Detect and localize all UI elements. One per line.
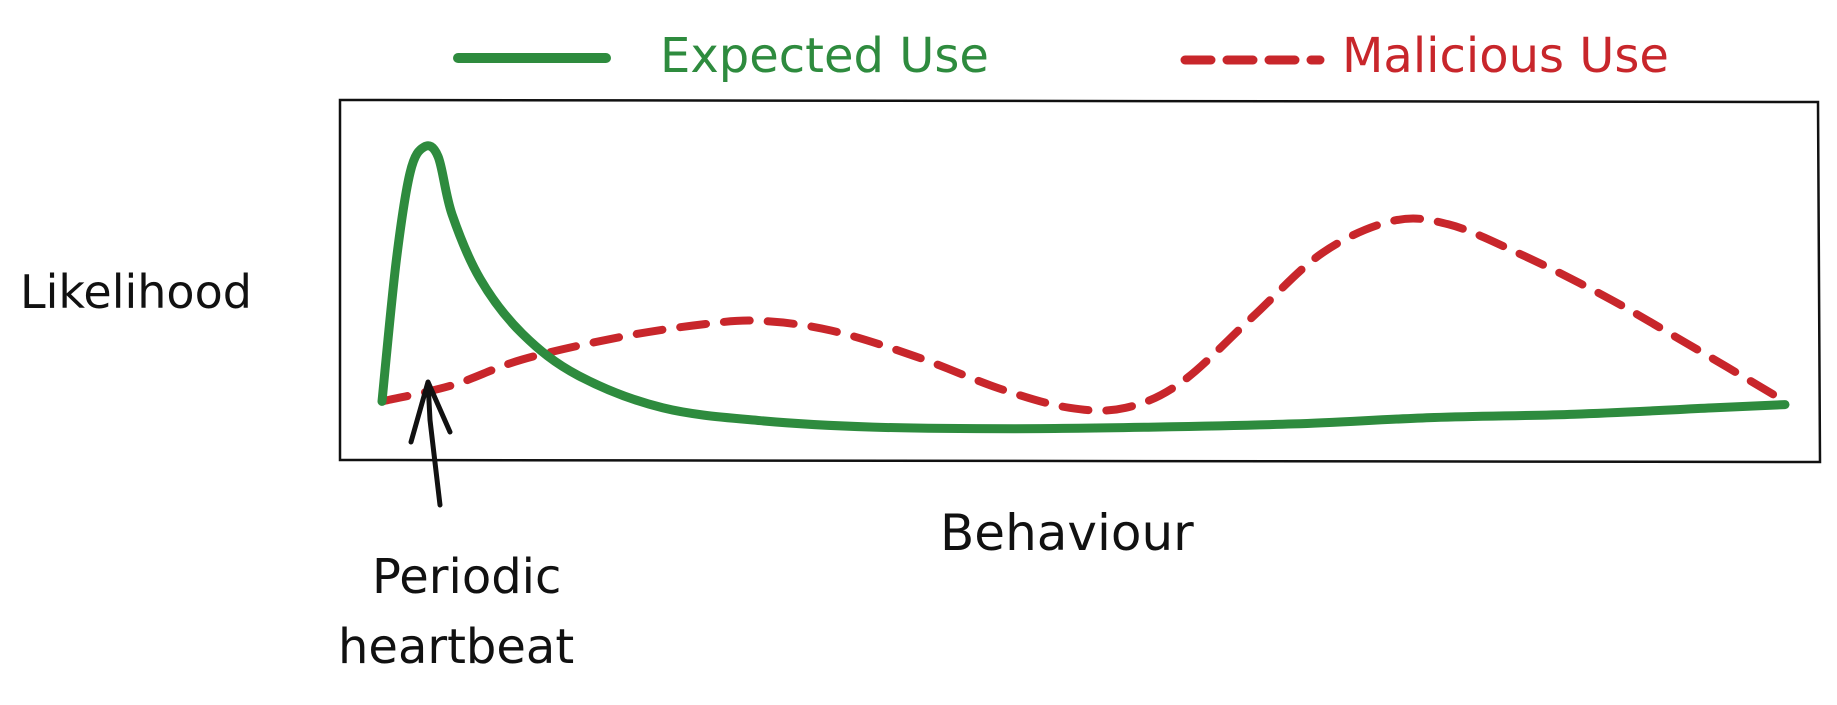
annotation-heartbeat: Periodic heartbeat	[338, 379, 574, 675]
series-line-expected	[377, 141, 1790, 434]
y-axis-label: Likelihood	[20, 265, 252, 319]
x-axis-label: Behaviour	[940, 504, 1194, 562]
legend: Expected Use Malicious Use	[453, 28, 1669, 84]
legend-label-expected: Expected Use	[660, 28, 989, 84]
legend-label-malicious: Malicious Use	[1342, 28, 1669, 84]
annotation-label-line1: Periodic	[372, 549, 561, 605]
series-layer	[377, 141, 1790, 434]
annotation-label-line2: heartbeat	[338, 619, 574, 675]
annotation-arrow	[408, 379, 453, 508]
series-line-malicious	[378, 214, 1789, 415]
plot-frame	[338, 98, 1822, 464]
